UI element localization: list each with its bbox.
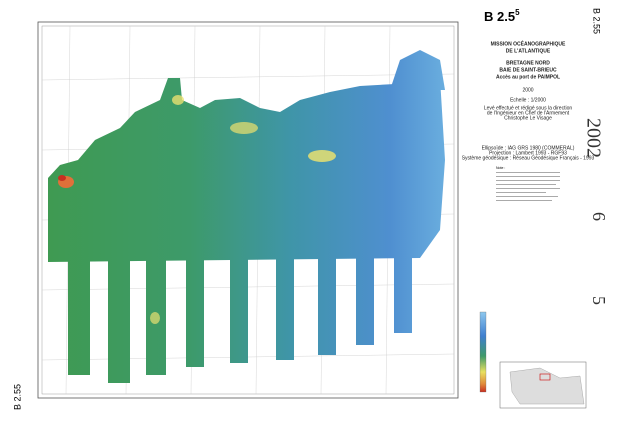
- notes-text: [496, 172, 560, 201]
- scale: Echelle : 1/2000: [510, 97, 546, 103]
- bathymetry: [48, 50, 445, 383]
- geodesy: Projection : Lambert 1993 - RGF93: [489, 150, 567, 156]
- notes-heading: Note :: [496, 166, 505, 170]
- stamp-number: 5: [589, 296, 609, 305]
- credits: de l'Ingénieur en Chef de l'Armement: [487, 110, 570, 116]
- geodesy: Système géodésique : Réseau Géodésique F…: [462, 155, 595, 161]
- map-frame: [37, 21, 459, 399]
- corner-code: B 2.55: [592, 8, 602, 34]
- region-title: BRETAGNE NORD: [506, 60, 550, 66]
- sheet-code-sup: 5: [515, 8, 520, 17]
- inset-map: [499, 361, 587, 409]
- shoals: [58, 95, 336, 324]
- geodesy: Ellipsoïde : IAG GRS 1980 (COMMERAL): [482, 145, 575, 151]
- credits: Christophe Le Visage: [504, 115, 552, 121]
- map-inner-frame: [41, 25, 455, 395]
- mission-title: MISSION OCÉANOGRAPHIQUE: [491, 39, 566, 47]
- mission-title: DE L'ATLANTIQUE: [506, 48, 551, 54]
- sheet-code: B 2.55: [484, 8, 520, 24]
- depth-color-bar: [479, 311, 487, 393]
- region-title: Accès au port de PAIMPOL: [496, 74, 560, 80]
- corner-code-bottom: B 2.55: [12, 384, 22, 410]
- stamp-sheet: 6: [589, 212, 609, 221]
- region-title: BAIE DE SAINT-BRIEUC: [499, 67, 557, 73]
- sheet-code-base: B 2.5: [484, 9, 515, 24]
- credits: Levé effectué et rédigé sous la directio…: [484, 105, 573, 111]
- stamp-year: 2002: [582, 118, 604, 158]
- survey-year: 2000: [522, 87, 533, 93]
